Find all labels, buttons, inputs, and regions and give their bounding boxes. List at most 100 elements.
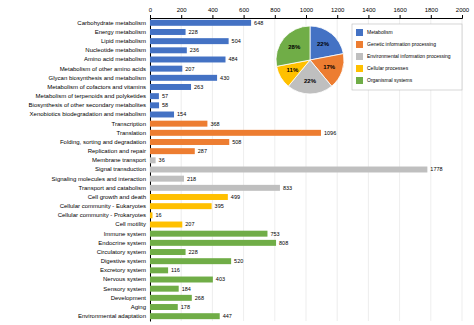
data-label: 447	[223, 313, 232, 319]
x-tick-mark	[337, 15, 338, 18]
bar	[150, 38, 229, 44]
y-tick: Amino acid metabolism	[84, 56, 150, 62]
bar	[150, 267, 168, 273]
data-label: 207	[185, 221, 194, 227]
x-tick-label: 800	[270, 7, 281, 13]
category-label: Replication and repair	[88, 148, 146, 154]
legend-swatch	[356, 53, 363, 60]
y-tick: Metabolism of other amino acids	[60, 66, 150, 72]
x-tick-mark	[150, 15, 151, 18]
bar	[150, 112, 174, 118]
legend-label: Environmental information processing	[367, 53, 451, 59]
bar	[150, 249, 186, 255]
data-label: 833	[283, 185, 292, 191]
x-tick-label: 1400	[362, 7, 376, 13]
data-label: 395	[215, 203, 224, 209]
data-label: 268	[195, 295, 204, 301]
x-tick-mark	[275, 15, 276, 18]
data-label: 263	[194, 84, 203, 90]
legend-frame	[352, 24, 462, 90]
y-tick: Signal transduction	[95, 166, 150, 172]
y-tick: Environmental adaptation	[78, 313, 150, 319]
bar	[150, 194, 228, 200]
data-label: 1778	[430, 166, 442, 172]
data-label: 520	[234, 258, 243, 264]
y-tick: Lipid metabolism	[101, 38, 150, 44]
x-tick-mark	[462, 15, 463, 18]
pie-label: 28%	[288, 44, 301, 50]
y-tick: Carbohydrate metabolism	[77, 20, 150, 26]
data-label: 508	[232, 139, 241, 145]
legend-item: Genetic information processing	[356, 41, 436, 49]
category-label: Amino acid metabolism	[84, 56, 146, 62]
x-tick-mark	[400, 15, 401, 18]
category-label: Digestive system	[101, 258, 146, 264]
category-label: Transcription	[112, 121, 146, 127]
bar	[150, 185, 280, 191]
legend-swatch	[356, 29, 363, 36]
data-label: 116	[171, 267, 180, 273]
legend-item: Organismal systems	[356, 77, 413, 85]
category-label: Cell growth and death	[88, 194, 146, 200]
y-tick: Circulatory system	[97, 249, 150, 255]
data-label: 58	[162, 102, 168, 108]
category-label: Folding, sorting and degradation	[60, 139, 146, 145]
bar	[150, 295, 192, 301]
legend-item: Environmental information processing	[356, 53, 451, 61]
x-tick-label: 0	[149, 7, 153, 13]
category-label: Cellular community - Prokaryotes	[58, 212, 146, 218]
x-tick: 1200	[331, 7, 345, 18]
data-label: 207	[185, 66, 194, 72]
y-axis: Carbohydrate metabolism Energy metabolism…	[29, 19, 151, 322]
y-tick: Sensory system	[103, 286, 150, 292]
x-tick-mark	[244, 15, 245, 18]
category-label: Cellular community - Eukaryotes	[60, 203, 146, 209]
bar	[150, 157, 156, 163]
data-label: 753	[270, 231, 279, 237]
data-label: 1096	[324, 130, 336, 136]
y-tick: Energy metabolism	[95, 29, 150, 35]
y-tick: Immune system	[104, 231, 150, 237]
x-tick: 600	[239, 7, 250, 18]
y-tick: Xenobiotics biodegradation and metabolis…	[30, 111, 150, 117]
category-label: Biosynthesis of other secondary metaboli…	[29, 102, 146, 108]
data-label: 228	[189, 249, 198, 255]
legend-swatch	[356, 41, 363, 48]
bar	[150, 240, 276, 246]
category-label: Metabolism of cofactors and vitamins	[47, 84, 146, 90]
x-tick: 0	[149, 7, 153, 18]
category-label: Aging	[131, 304, 146, 310]
data-label: 504	[232, 38, 241, 44]
legend-label: Metabolism	[367, 29, 393, 35]
data-label: 430	[220, 75, 229, 81]
grid	[150, 18, 462, 321]
bar	[150, 93, 159, 99]
bar	[150, 66, 182, 72]
category-label: Signaling molecules and interaction	[52, 176, 146, 182]
y-tick: Cellular community - Prokaryotes	[58, 212, 150, 218]
category-label: Excretory system	[100, 267, 146, 273]
chart-container: 0200400600800100012001400160018002000Car…	[0, 0, 474, 325]
category-label: Nervous system	[103, 276, 146, 282]
x-tick: 2000	[456, 7, 470, 18]
data-label: 403	[216, 276, 225, 282]
legend-item: Metabolism	[356, 29, 393, 37]
y-tick: Cellular community - Eukaryotes	[60, 203, 150, 209]
x-axis-line	[151, 15, 463, 19]
x-tick-label: 1000	[300, 7, 314, 13]
y-tick: Replication and repair	[88, 148, 150, 154]
bar	[150, 258, 231, 264]
bar	[150, 20, 251, 26]
category-label: Immune system	[104, 231, 146, 237]
x-tick-mark	[368, 15, 369, 18]
x-tick: 1600	[393, 7, 407, 18]
x-tick: 1800	[425, 7, 439, 18]
y-tick: Metabolism of terpenoids and polyketides	[36, 93, 150, 99]
x-tick: 200	[177, 7, 188, 18]
legend-swatch	[356, 77, 363, 84]
x-tick-mark	[181, 15, 182, 18]
bar	[150, 84, 191, 90]
legend-label: Cellular processes	[367, 65, 409, 71]
y-tick: Nervous system	[103, 276, 150, 282]
x-tick: 1000	[300, 7, 314, 18]
